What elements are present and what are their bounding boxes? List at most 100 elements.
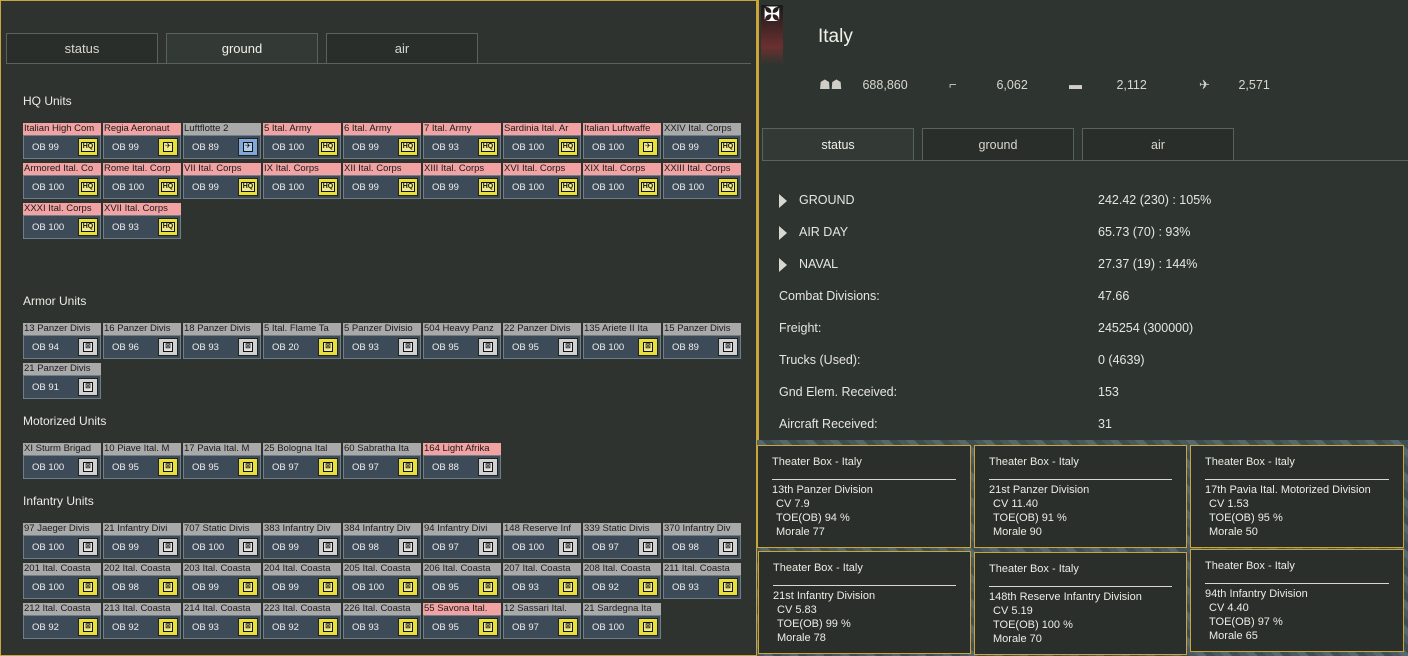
unit-card[interactable]: Rome Ital. Corp OB 100 HQ <box>103 163 181 199</box>
unit-name: 205 Ital. Coasta <box>343 563 421 575</box>
unit-card[interactable]: 205 Ital. Coasta OB 100 ⊠ <box>343 563 421 599</box>
unit-card[interactable]: Regia Aeronaut OB 99 ✈ <box>103 123 181 159</box>
unit-card[interactable]: VII Ital. Corps OB 99 HQ <box>183 163 261 199</box>
unit-card[interactable]: 17 Pavia Ital. M OB 95 ⊠ <box>183 443 261 479</box>
unit-card[interactable]: 223 Ital. Coasta OB 92 ⊠ <box>263 603 341 639</box>
unit-card[interactable]: 707 Static Divis OB 100 ⊠ <box>183 523 261 559</box>
unit-card[interactable]: XVI Ital. Corps OB 100 HQ <box>503 163 581 199</box>
expand-air-day[interactable]: AIR DAY <box>779 223 848 241</box>
unit-card[interactable]: 12 Sassari Ital. OB 97 ⊠ <box>503 603 581 639</box>
unit-card[interactable]: 207 Ital. Coasta OB 93 ⊠ <box>503 563 581 599</box>
unit-ob-value: OB 99 <box>192 182 219 193</box>
unit-card[interactable]: 5 Ital. Flame Ta OB 20 ⊠ <box>263 323 341 359</box>
unit-ob-value: OB 100 <box>192 542 225 553</box>
unit-body: OB 97 ⊠ <box>583 535 661 559</box>
unit-card[interactable]: 15 Panzer Divis OB 89 ⊠ <box>663 323 741 359</box>
unit-card[interactable]: 339 Static Divis OB 97 ⊠ <box>583 523 661 559</box>
unit-type-icon: ⊠ <box>398 578 418 596</box>
unit-card[interactable]: 201 Ital. Coasta OB 100 ⊠ <box>23 563 101 599</box>
unit-card[interactable]: 21 Panzer Divis OB 91 ⊠ <box>23 363 101 399</box>
unit-card[interactable]: 60 Sabratha Ita OB 97 ⊠ <box>343 443 421 479</box>
unit-name: 202 Ital. Coasta <box>103 563 181 575</box>
unit-ob-value: OB 93 <box>352 622 379 633</box>
unit-card[interactable]: 214 Ital. Coasta OB 93 ⊠ <box>183 603 261 639</box>
unit-body: OB 100 ⊠ <box>583 615 661 639</box>
unit-card[interactable]: 97 Jaeger Divis OB 100 ⊠ <box>23 523 101 559</box>
unit-card[interactable]: 504 Heavy Panz OB 95 ⊠ <box>423 323 501 359</box>
unit-card[interactable]: 211 Ital. Coasta OB 93 ⊠ <box>663 563 741 599</box>
unit-card[interactable]: 18 Panzer Divis OB 93 ⊠ <box>183 323 261 359</box>
unit-name: Sardinia Ital. Ar <box>503 123 581 135</box>
unit-card[interactable]: 212 Ital. Coasta OB 92 ⊠ <box>23 603 101 639</box>
tab-air[interactable]: air <box>326 33 478 63</box>
unit-card[interactable]: 208 Ital. Coasta OB 92 ⊠ <box>583 563 661 599</box>
expand-ground[interactable]: GROUND <box>779 191 855 209</box>
unit-card[interactable]: XIX Ital. Corps OB 100 HQ <box>583 163 661 199</box>
unit-card[interactable]: 204 Ital. Coasta OB 99 ⊠ <box>263 563 341 599</box>
unit-card[interactable]: 21 Sardegna Ita OB 100 ⊠ <box>583 603 661 639</box>
unit-card[interactable]: 164 Light Afrika OB 88 ⊠ <box>423 443 501 479</box>
unit-card[interactable]: XXIV Ital. Corps OB 99 HQ <box>663 123 741 159</box>
tab-ground[interactable]: ground <box>166 33 318 63</box>
unit-card[interactable]: 213 Ital. Coasta OB 92 ⊠ <box>103 603 181 639</box>
unit-body: OB 92 ⊠ <box>263 615 341 639</box>
unit-card[interactable]: 135 Ariete II Ita OB 100 ⊠ <box>583 323 661 359</box>
unit-card[interactable]: 22 Panzer Divis OB 95 ⊠ <box>503 323 581 359</box>
tab-status[interactable]: status <box>6 33 158 63</box>
unit-card[interactable]: 16 Panzer Divis OB 96 ⊠ <box>103 323 181 359</box>
unit-card[interactable]: XI Sturm Brigad OB 100 ⊠ <box>23 443 101 479</box>
unit-card[interactable]: 55 Savona Ital. OB 95 ⊠ <box>423 603 501 639</box>
unit-card[interactable]: 94 Infantry Divi OB 97 ⊠ <box>423 523 501 559</box>
unit-card[interactable]: 206 Ital. Coasta OB 95 ⊠ <box>423 563 501 599</box>
unit-card[interactable]: 21 Infantry Divi OB 99 ⊠ <box>103 523 181 559</box>
unit-card[interactable]: 10 Piave Ital. M OB 95 ⊠ <box>103 443 181 479</box>
unit-body: OB 97 ⊠ <box>343 455 421 479</box>
unit-body: OB 99 ⊠ <box>103 535 181 559</box>
unit-card[interactable]: 5 Panzer Divisio OB 93 ⊠ <box>343 323 421 359</box>
unit-card[interactable]: XVII Ital. Corps OB 93 HQ <box>103 203 181 239</box>
unit-card[interactable]: XII Ital. Corps OB 99 HQ <box>343 163 421 199</box>
unit-card[interactable]: XXIII Ital. Corps OB 100 HQ <box>663 163 741 199</box>
unit-card[interactable]: 13 Panzer Divis OB 94 ⊠ <box>23 323 101 359</box>
hq-icon: HQ <box>478 178 498 196</box>
unit-card[interactable]: 203 Ital. Coasta OB 99 ⊠ <box>183 563 261 599</box>
unit-card[interactable]: XIII Ital. Corps OB 99 HQ <box>423 163 501 199</box>
unit-card[interactable]: 148 Reserve Inf OB 100 ⊠ <box>503 523 581 559</box>
section-infantry-title: Infantry Units <box>23 494 94 508</box>
unit-name: 21 Infantry Divi <box>103 523 181 535</box>
unit-ob-value: OB 96 <box>112 342 139 353</box>
air-hq-icon: ✈ <box>238 138 258 156</box>
unit-ob-value: OB 92 <box>112 622 139 633</box>
unit-card[interactable]: 383 Infantry Div OB 99 ⊠ <box>263 523 341 559</box>
unit-name: 135 Ariete II Ita <box>583 323 661 335</box>
unit-card[interactable]: Armored Ital. Co OB 100 HQ <box>23 163 101 199</box>
unit-type-icon: ⊠ <box>638 618 658 636</box>
tab-country-ground[interactable]: ground <box>922 128 1074 160</box>
tab-country-status[interactable]: status <box>762 128 914 160</box>
unit-card[interactable]: 384 Infantry Div OB 98 ⊠ <box>343 523 421 559</box>
unit-card[interactable]: 202 Ital. Coasta OB 98 ⊠ <box>103 563 181 599</box>
unit-card[interactable]: 370 Infantry Div OB 98 ⊠ <box>663 523 741 559</box>
hq-icon: HQ <box>638 178 658 196</box>
unit-card[interactable]: IX Ital. Corps OB 100 HQ <box>263 163 341 199</box>
unit-type-icon: ⊠ <box>78 458 98 476</box>
hq-icon: HQ <box>558 178 578 196</box>
unit-card[interactable]: Sardinia Ital. Ar OB 100 HQ <box>503 123 581 159</box>
unit-card[interactable]: Italian Luftwaffe OB 100 ✈ <box>583 123 661 159</box>
unit-card[interactable]: 226 Ital. Coasta OB 93 ⊠ <box>343 603 421 639</box>
unit-ob-value: OB 93 <box>672 582 699 593</box>
unit-card[interactable]: 5 Ital. Army OB 100 HQ <box>263 123 341 159</box>
unit-body: OB 92 ⊠ <box>583 575 661 599</box>
unit-card[interactable]: 25 Bologna Ital OB 97 ⊠ <box>263 443 341 479</box>
unit-body: OB 100 ⊠ <box>23 455 101 479</box>
unit-card[interactable]: XXXI Ital. Corps OB 100 HQ <box>23 203 101 239</box>
unit-card[interactable]: Luftflotte 2 OB 89 ✈ <box>183 123 261 159</box>
unit-card[interactable]: 6 Ital. Army OB 99 HQ <box>343 123 421 159</box>
unit-body: OB 92 ⊠ <box>23 615 101 639</box>
unit-card[interactable]: Italian High Com OB 99 HQ <box>23 123 101 159</box>
men-icon: ☗☗ <box>819 77 843 92</box>
unit-card[interactable]: 7 Ital. Army OB 93 HQ <box>423 123 501 159</box>
tab-country-air[interactable]: air <box>1082 128 1234 160</box>
expand-naval[interactable]: NAVAL <box>779 255 838 273</box>
unit-name: 384 Infantry Div <box>343 523 421 535</box>
